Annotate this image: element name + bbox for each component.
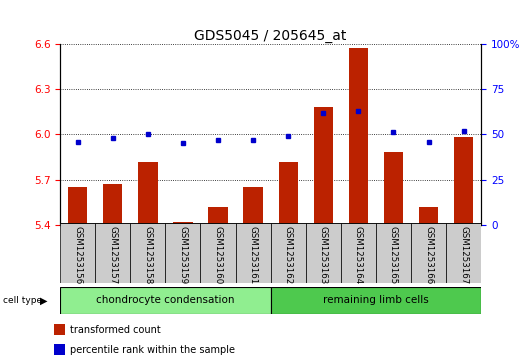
Bar	[60, 287, 271, 314]
Text: GSM1253160: GSM1253160	[213, 226, 222, 285]
Bar	[349, 48, 368, 225]
Bar	[446, 223, 481, 283]
Text: GSM1253158: GSM1253158	[143, 226, 152, 285]
Bar	[306, 223, 341, 283]
Bar	[60, 223, 95, 283]
Text: GSM1253156: GSM1253156	[73, 226, 82, 285]
Bar	[271, 287, 481, 314]
Bar	[235, 223, 271, 283]
Bar	[103, 184, 122, 225]
Text: GSM1253157: GSM1253157	[108, 226, 117, 285]
Text: GSM1253163: GSM1253163	[319, 226, 328, 285]
Bar	[419, 207, 438, 225]
Bar	[54, 344, 65, 355]
Bar	[173, 222, 192, 225]
Text: GSM1253166: GSM1253166	[424, 226, 433, 285]
Text: GSM1253167: GSM1253167	[459, 226, 468, 285]
Bar	[200, 223, 235, 283]
Title: GDS5045 / 205645_at: GDS5045 / 205645_at	[195, 29, 347, 42]
Text: remaining limb cells: remaining limb cells	[323, 295, 429, 305]
Bar	[208, 207, 228, 225]
Text: cell type: cell type	[3, 296, 42, 305]
Text: transformed count: transformed count	[70, 325, 161, 335]
Text: GSM1253162: GSM1253162	[283, 226, 293, 285]
Bar	[384, 152, 403, 225]
Bar	[165, 223, 200, 283]
Bar	[95, 223, 130, 283]
Bar	[130, 223, 165, 283]
Bar	[279, 162, 298, 225]
Bar	[138, 162, 157, 225]
Bar	[341, 223, 376, 283]
Bar	[68, 187, 87, 225]
Text: GSM1253159: GSM1253159	[178, 226, 187, 284]
Text: chondrocyte condensation: chondrocyte condensation	[96, 295, 235, 305]
Bar	[454, 137, 473, 225]
Bar	[314, 107, 333, 225]
Bar	[411, 223, 446, 283]
Text: percentile rank within the sample: percentile rank within the sample	[70, 345, 235, 355]
Text: GSM1253165: GSM1253165	[389, 226, 398, 285]
Text: ▶: ▶	[40, 295, 48, 305]
Bar	[271, 223, 306, 283]
Text: GSM1253161: GSM1253161	[248, 226, 258, 285]
Bar	[376, 223, 411, 283]
Bar	[244, 187, 263, 225]
Text: GSM1253164: GSM1253164	[354, 226, 363, 285]
Bar	[54, 324, 65, 335]
